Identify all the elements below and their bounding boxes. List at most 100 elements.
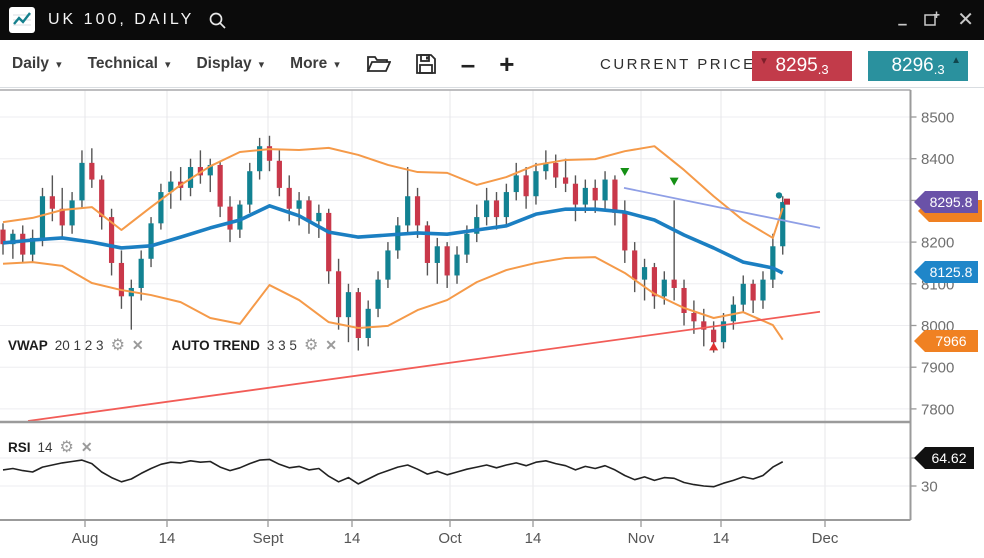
- zoom-out-button[interactable]: –: [460, 48, 476, 79]
- rsi-indicator-label: RSI 14 ⚙ ✕: [8, 439, 93, 456]
- bollinger-lower-band: [2, 256, 784, 341]
- candle-up: [513, 175, 519, 193]
- vwap-remove-icon[interactable]: ✕: [131, 337, 144, 353]
- menu-daily[interactable]: Daily ▾: [12, 54, 62, 72]
- candle-up: [503, 192, 509, 218]
- sell-price-int: 8295: [775, 55, 818, 76]
- buy-signal-marker: [709, 342, 719, 351]
- dot-marker: [775, 192, 783, 199]
- candle-up: [780, 202, 786, 247]
- y-axis-label: 7900: [921, 360, 954, 377]
- candle-up: [148, 223, 154, 259]
- candle-up: [602, 179, 608, 201]
- chevron-down-icon: ▾: [258, 59, 265, 71]
- candle-up: [207, 164, 213, 176]
- candle-down: [750, 283, 756, 301]
- candle-down: [622, 212, 628, 251]
- vwap-settings-icon[interactable]: ⚙: [110, 336, 125, 354]
- candle-up: [39, 196, 46, 238]
- candle-up: [484, 200, 490, 218]
- candle-up: [79, 162, 85, 201]
- chevron-down-icon: ▾: [56, 59, 62, 71]
- menu-more[interactable]: More ▾: [290, 54, 340, 72]
- candle-up: [543, 162, 549, 172]
- rsi-remove-icon[interactable]: ✕: [80, 439, 93, 455]
- candlestick-chart[interactable]: 850084008300820081008000790078007030Aug1…: [0, 88, 984, 558]
- support-line: [27, 310, 821, 422]
- candle-up: [385, 250, 391, 280]
- vwap-line: [2, 204, 784, 275]
- candle-down: [493, 200, 500, 218]
- x-axis-label: 14: [525, 530, 542, 547]
- candle-down: [414, 196, 421, 226]
- candle-down: [49, 196, 55, 209]
- zoom-in-button[interactable]: +: [499, 48, 515, 79]
- save-icon[interactable]: [415, 53, 437, 75]
- search-icon[interactable]: [208, 11, 227, 30]
- minimize-button[interactable]: –: [897, 13, 908, 33]
- candle-down: [118, 262, 125, 297]
- candle-down: [306, 200, 312, 222]
- auto-trend-params: 3 3 5: [266, 338, 297, 353]
- auto-trend-remove-icon[interactable]: ✕: [325, 337, 338, 353]
- y-axis-label: 8500: [921, 110, 954, 127]
- sell-price-badge[interactable]: ▼ 8295 .3: [752, 51, 852, 81]
- buy-price-badge[interactable]: 8296 .3 ▲: [868, 51, 968, 81]
- candle-down: [424, 225, 431, 263]
- vwap-params: 20 1 2 3: [54, 338, 104, 353]
- candle-up: [316, 212, 322, 222]
- open-folder-icon[interactable]: [366, 53, 391, 74]
- candle-up: [158, 192, 164, 224]
- vwap-label: VWAP: [8, 338, 48, 353]
- candle-up: [69, 200, 75, 226]
- chevron-down-icon: ▾: [164, 59, 171, 71]
- candle-down: [553, 162, 559, 178]
- x-axis-label: Aug: [72, 530, 99, 547]
- candle-up: [641, 267, 648, 280]
- rsi-label: RSI: [8, 440, 31, 455]
- chart-area[interactable]: 850084008300820081008000790078007030Aug1…: [0, 88, 984, 558]
- close-button[interactable]: ✕: [957, 9, 974, 31]
- auto-trend-settings-icon[interactable]: ⚙: [303, 336, 319, 354]
- arrow-up-icon: ▲: [951, 55, 961, 66]
- auto-trend-label: AUTO TREND: [171, 338, 260, 353]
- candle-down: [59, 208, 65, 226]
- x-axis-label: Oct: [438, 530, 462, 547]
- candle-down: [0, 229, 6, 245]
- candle-down: [671, 279, 677, 288]
- instrument-title: UK 100, DAILY: [48, 11, 195, 28]
- candle-down: [612, 179, 618, 213]
- menu-display[interactable]: Display ▾: [196, 54, 265, 72]
- bollinger-upper-band: [2, 145, 784, 239]
- candle-down: [197, 167, 203, 176]
- candle-up: [474, 217, 480, 234]
- candle-up: [247, 171, 253, 205]
- candle-up: [257, 146, 263, 172]
- candle-down: [20, 233, 26, 255]
- chevron-down-icon: ▾: [334, 59, 340, 71]
- candle-up: [365, 308, 371, 339]
- candle-down: [335, 271, 342, 318]
- menu-technical[interactable]: Technical ▾: [87, 54, 171, 72]
- candle-up: [168, 181, 174, 193]
- rsi-settings-icon[interactable]: ⚙: [59, 438, 74, 456]
- candle-up: [661, 279, 667, 297]
- candle-down: [701, 321, 707, 330]
- lower-band-axis-badge: 7966: [914, 330, 978, 352]
- rsi-params: 14: [37, 440, 53, 455]
- candle-down: [99, 179, 105, 218]
- candle-up: [296, 200, 302, 209]
- candle-up: [770, 246, 776, 280]
- popout-button[interactable]: [923, 10, 941, 31]
- x-axis-label: 14: [159, 530, 176, 547]
- current-price-label: CURRENT PRICE:: [600, 55, 763, 73]
- candle-down: [227, 206, 233, 230]
- app-logo-icon: [9, 7, 35, 33]
- candle-down: [286, 187, 292, 209]
- candle-up: [237, 204, 243, 230]
- candle-down: [89, 162, 95, 180]
- x-axis-label: 14: [344, 530, 361, 547]
- sell-signal-marker: [669, 177, 679, 186]
- candle-down: [108, 217, 115, 263]
